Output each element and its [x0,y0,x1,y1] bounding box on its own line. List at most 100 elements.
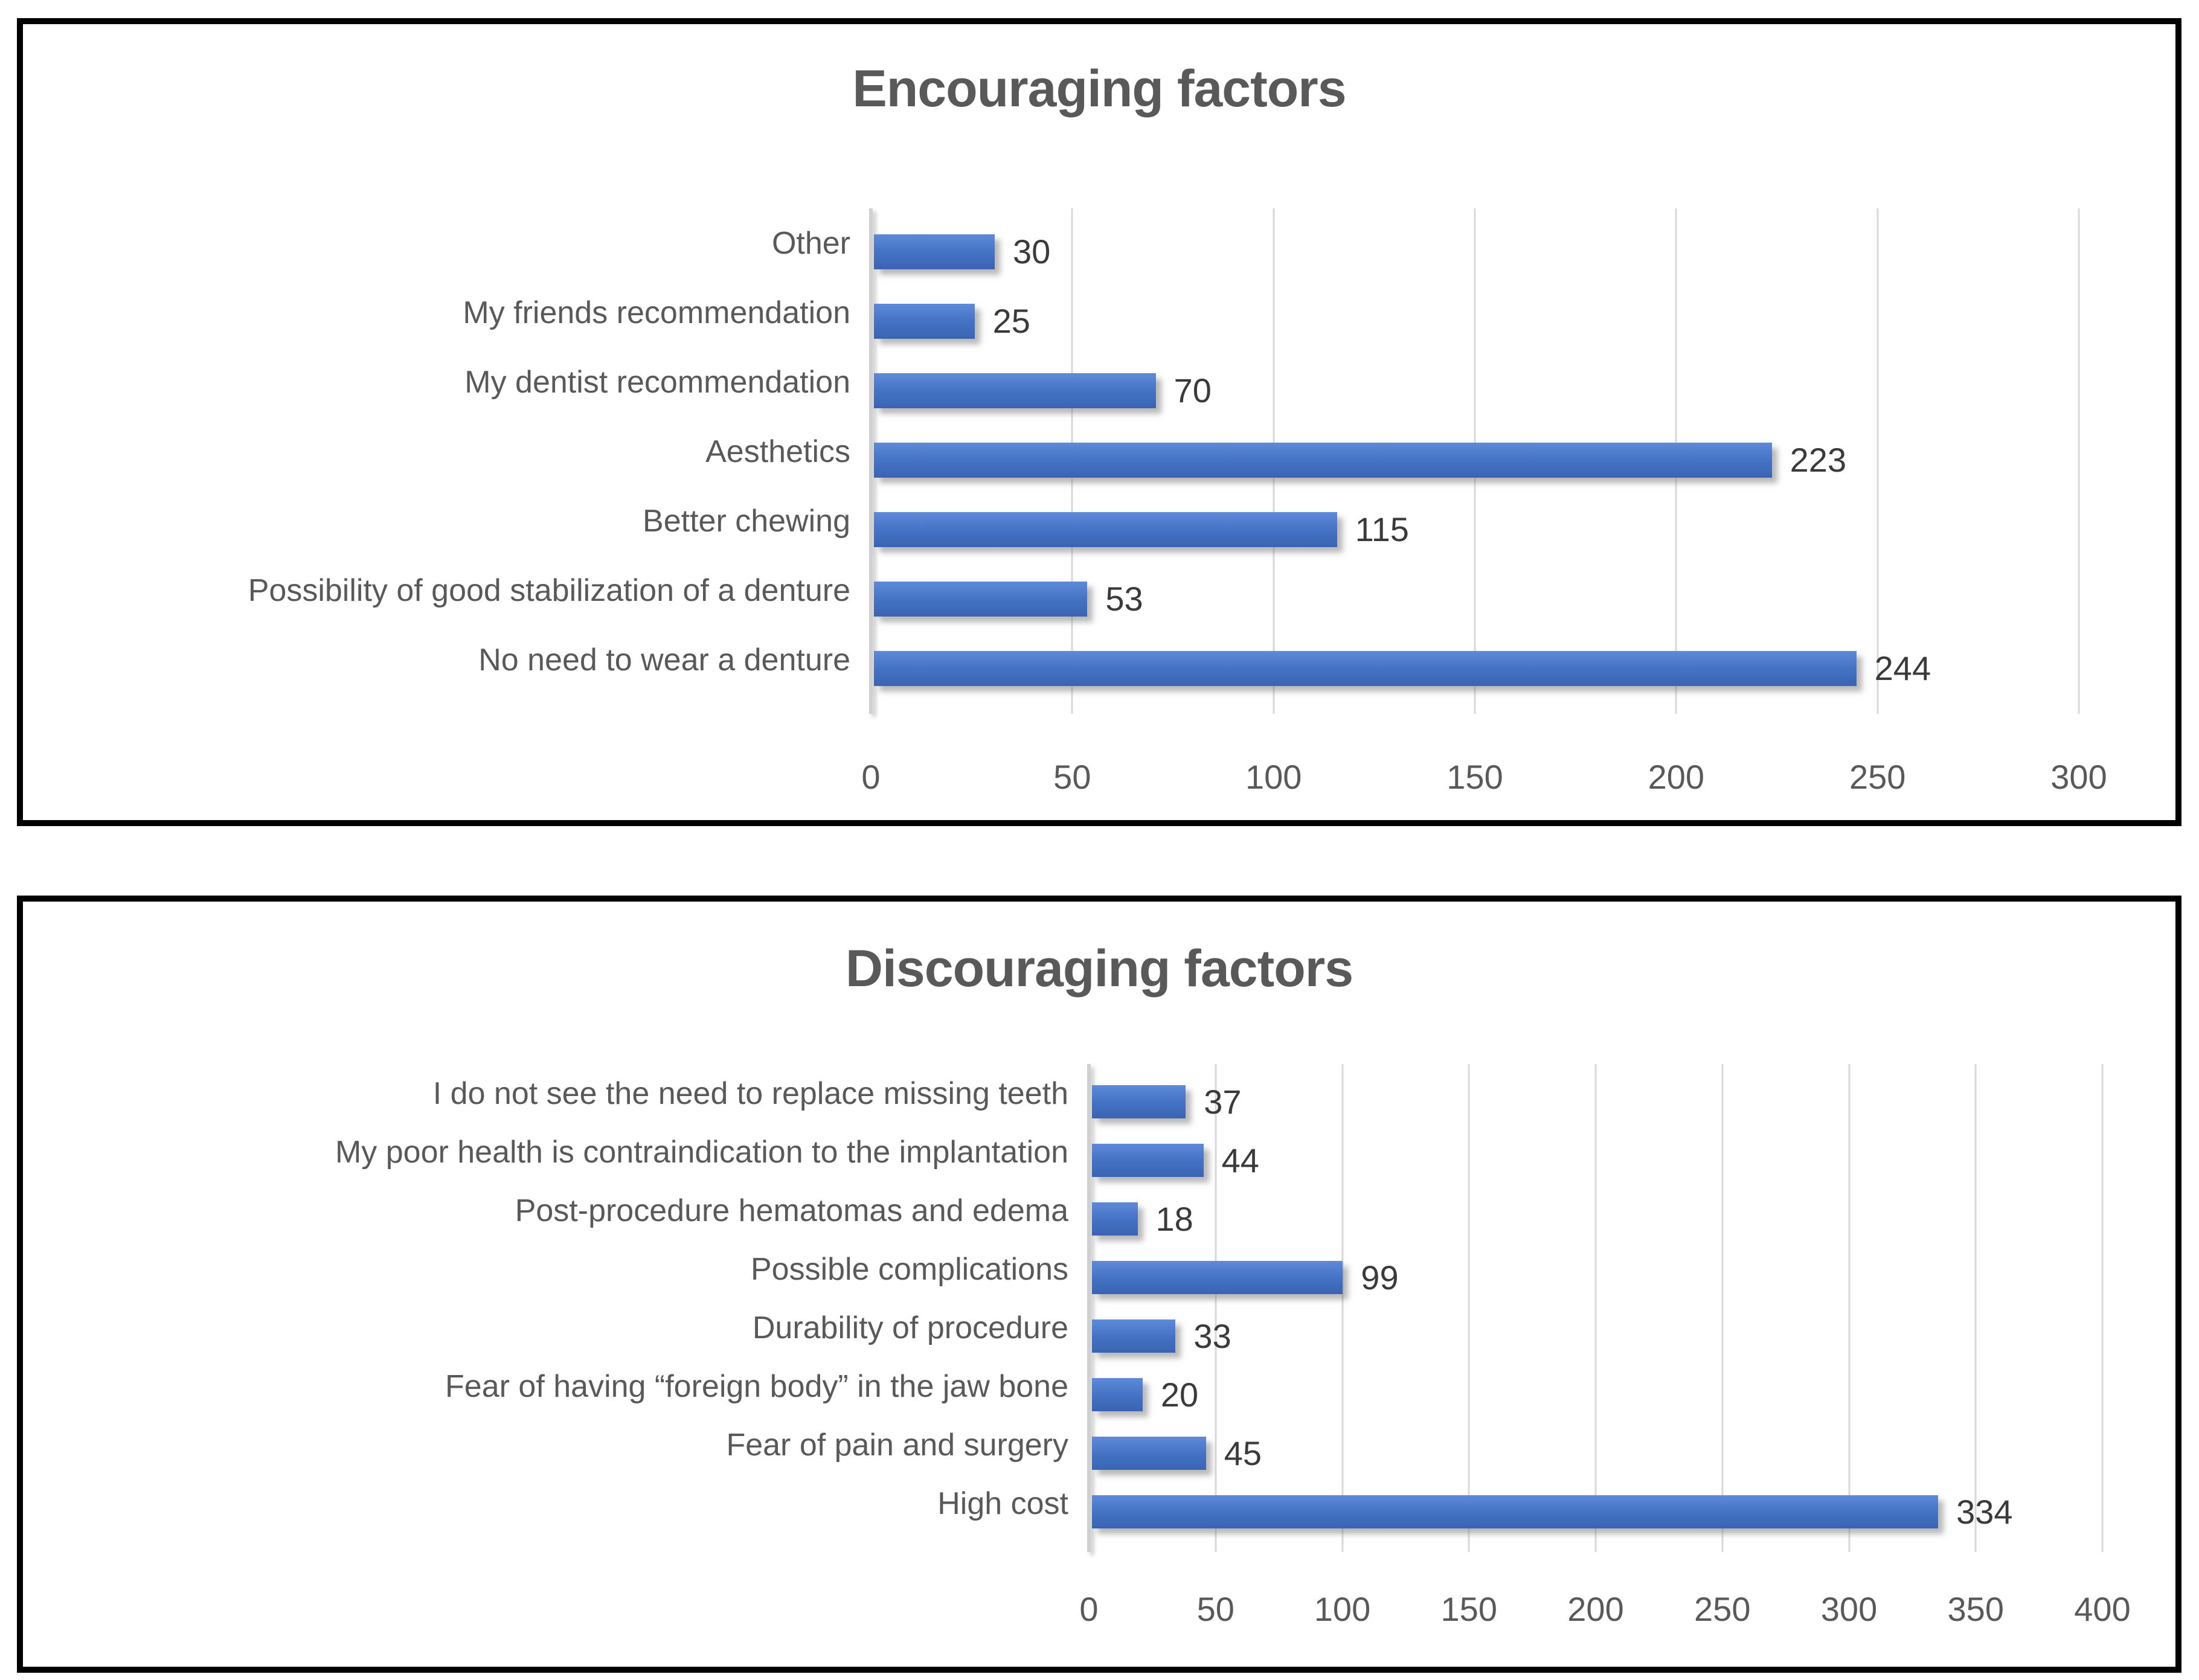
bar-row: 99 [1089,1248,2102,1307]
category-label: Fear of having “foreign body” in the jaw… [445,1368,1068,1404]
data-label: 244 [1874,649,1931,687]
bar-row: 70 [871,356,2079,425]
x-axis: 0 50 100 150 200 250 300 [23,757,2175,800]
data-label: 53 [1105,580,1143,618]
bar-row: 37 [1089,1072,2102,1131]
axis-spacer [23,757,871,800]
category-axis-labels: I do not see the need to replace missing… [23,1064,1089,1552]
gridline [1848,1064,1850,1552]
gridline [1876,208,1879,714]
bar [874,650,1857,686]
bar [874,511,1337,547]
x-axis-tick-labels: 0 50 100 150 200 250 300 [861,757,2107,800]
bar-row: 20 [1089,1365,2102,1424]
discouraging-factors-chart-panel: Discouraging factors I do not see the ne… [17,896,2181,1673]
x-tick-label: 50 [1196,1590,1234,1628]
bar [1092,1437,1206,1470]
category-label: Aesthetics [705,434,850,469]
category-label: Fear of pain and surgery [726,1427,1068,1463]
category-label: Possibility of good stabilization of a d… [248,572,850,608]
bar [1092,1085,1186,1118]
category-label: No need to wear a denture [478,642,850,678]
data-label: 37 [1204,1083,1242,1121]
gridline [1594,1064,1597,1552]
x-tick-label: 100 [1314,1590,1371,1628]
x-tick-label: 250 [1694,1590,1751,1628]
chart-title-discouraging: Discouraging factors [845,940,1353,998]
gridline [1468,1064,1470,1552]
bar-row: 25 [871,286,2079,356]
chart-title-encouraging: Encouraging factors [852,60,1346,118]
chart-area: Other My friends recommendation My dentist… [23,208,2175,714]
x-tick-label: 350 [1947,1590,2004,1628]
x-tick-label: 50 [1053,758,1091,796]
chart-area: I do not see the need to replace missing… [23,1064,2175,1552]
category-label: Better chewing [643,503,850,539]
bar [874,234,995,269]
bar-row: 44 [1089,1131,2102,1190]
x-tick-label: 300 [1820,1590,1878,1628]
bar-row: 45 [1089,1424,2102,1483]
category-label: My friends recommendation [463,295,850,330]
data-label: 18 [1155,1200,1193,1238]
data-label: 223 [1790,441,1847,479]
bar [1092,1495,1939,1528]
x-tick-label: 300 [2050,758,2107,796]
category-label: I do not see the need to replace missing… [432,1076,1068,1111]
data-label: 30 [1013,232,1051,271]
data-label: 70 [1173,371,1212,409]
bar [874,581,1088,617]
gridline [1721,1064,1724,1552]
bar-row: 115 [871,495,2079,564]
x-tick-label: 250 [1849,758,1906,796]
gridline [1341,1064,1343,1552]
data-label: 20 [1160,1376,1199,1414]
category-label: My poor health is contraindication to th… [335,1134,1068,1170]
data-label: 45 [1224,1434,1262,1472]
bar-row: 53 [871,564,2079,633]
plot-area: 30 25 70 223 115 53 244 [869,208,2080,714]
x-tick-label: 150 [1440,1590,1497,1628]
data-label: 44 [1221,1141,1259,1179]
value-axis-line [1087,1064,1091,1552]
axis-spacer [23,1589,1089,1632]
bar [874,303,975,339]
x-tick-label: 100 [1245,758,1302,796]
category-label: My dentist recommendation [464,364,850,400]
bar-row: 18 [1089,1190,2102,1248]
bar [874,373,1156,408]
data-label: 334 [1956,1493,2013,1531]
plot-area: 37 44 18 99 33 20 45 334 [1087,1064,2104,1552]
gridline [1215,1064,1217,1552]
bar-row: 334 [1089,1483,2102,1541]
x-axis: 0 50 100 150 200 250 300 350 400 [23,1589,2175,1632]
bar [1092,1144,1204,1177]
data-label: 115 [1355,510,1409,548]
category-axis-labels: Other My friends recommendation My dentist… [23,208,871,714]
encouraging-factors-chart-panel: Encouraging factors Other My friends reco… [17,18,2181,826]
x-tick-label: 200 [1567,1590,1624,1628]
bar [1092,1319,1176,1353]
bar-row: 223 [871,425,2079,495]
gridline [1974,1064,1977,1552]
gridline [2101,1064,2104,1552]
bar [1092,1202,1138,1236]
bar [874,442,1772,478]
bar-row: 30 [871,217,2079,286]
category-label: Other [771,225,850,261]
data-label: 25 [992,302,1030,340]
x-tick-label: 150 [1446,758,1503,796]
x-tick-label: 0 [1079,1590,1099,1628]
x-tick-label: 200 [1648,758,1705,796]
x-tick-label: 0 [861,758,881,796]
data-label: 99 [1361,1258,1399,1297]
category-label: Durability of procedure [752,1310,1068,1345]
category-label: Post-procedure hematomas and edema [515,1193,1068,1228]
bar [1092,1378,1143,1411]
data-label: 33 [1193,1317,1231,1355]
x-axis-tick-labels: 0 50 100 150 200 250 300 350 400 [1079,1589,2130,1632]
bar [1092,1261,1343,1294]
category-label: High cost [937,1486,1068,1521]
x-tick-label: 400 [2074,1590,2131,1628]
